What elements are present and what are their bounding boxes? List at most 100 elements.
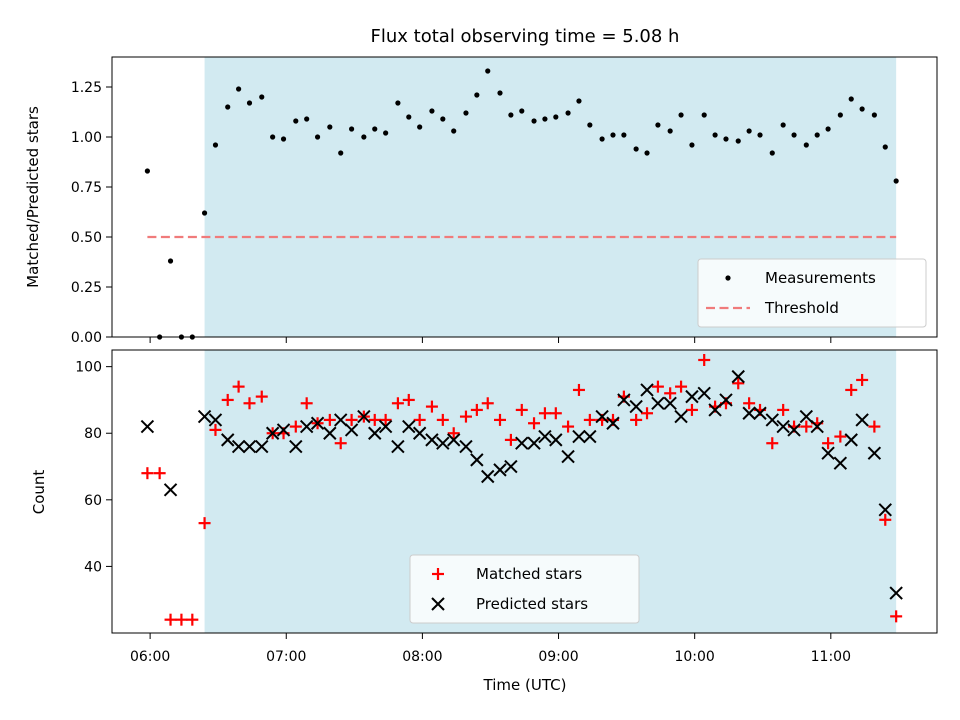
predicted-star-point [459, 439, 473, 454]
matched-star-point [175, 613, 188, 626]
measurement-point [814, 132, 820, 138]
matched-star-point [436, 413, 449, 426]
measurement-point [327, 124, 333, 130]
predicted-star-point [549, 433, 563, 447]
x-stroke-b [640, 383, 654, 397]
x-stroke-b [459, 439, 473, 454]
matched-star-point [153, 467, 166, 480]
measurement-point [689, 142, 695, 148]
measurement-point [644, 150, 650, 156]
matched-star-point [515, 403, 528, 416]
matched-star-point [845, 383, 858, 396]
measurement-point [349, 126, 355, 132]
x-stroke-b [208, 413, 223, 427]
matched-star-point [141, 467, 154, 480]
measurement-point [314, 134, 321, 140]
predicted-star-point [651, 396, 665, 410]
predicted-star-point [765, 413, 779, 427]
bottom-y-tick-label: 40 [84, 559, 102, 575]
matched-star-point [766, 437, 779, 450]
measurement-point [735, 138, 741, 144]
matched-star-point [822, 437, 835, 450]
matched-star-point [879, 513, 892, 526]
measurement-point [757, 132, 763, 138]
measurement-point [395, 100, 401, 106]
x-stroke-b [391, 439, 405, 454]
legend-predicted-label: Predicted stars [476, 595, 588, 613]
bottom-y-tick-label: 100 [75, 360, 102, 376]
x-stroke-b [844, 433, 858, 447]
bottom-y-axis-title: Count [30, 470, 48, 515]
x-stroke-b [515, 436, 529, 450]
x-tick-label: 11:00 [811, 649, 851, 665]
measurement-point [769, 150, 775, 156]
predicted-star-point [742, 406, 756, 420]
x-stroke-b [334, 413, 348, 427]
x-stroke-b [310, 416, 325, 430]
matched-star-point [630, 413, 643, 426]
predicted-star-point [572, 429, 586, 444]
top-y-tick-label: 1.00 [71, 130, 102, 146]
predicted-star-point [583, 429, 597, 444]
measurement-point [338, 150, 344, 156]
x-stroke-b [436, 436, 450, 450]
predicted-star-point [889, 586, 903, 600]
matched-star-point [379, 413, 392, 426]
x-stroke-b [504, 459, 518, 474]
predicted-star-point [617, 393, 631, 407]
x-stroke-b [140, 419, 155, 434]
x-stroke-b [629, 399, 643, 414]
matched-star-point [164, 613, 177, 626]
predicted-star-point [810, 419, 824, 434]
measurement-point [780, 122, 786, 128]
measurement-point [871, 112, 877, 118]
x-stroke-b [299, 419, 314, 434]
x-stroke-b [606, 416, 620, 430]
predicted-star-point [821, 446, 835, 460]
matched-star-point [583, 413, 596, 426]
predicted-star-point [753, 406, 767, 420]
matched-star-point [209, 423, 222, 436]
x-tick-label: 07:00 [266, 649, 306, 665]
predicted-star-point [344, 423, 359, 437]
predicted-star-point [685, 389, 699, 404]
matched-star-point [481, 397, 494, 410]
top-y-tick-label: 0.50 [71, 230, 102, 246]
measurement-point [837, 112, 843, 118]
measurement-point [236, 86, 242, 92]
predicted-star-point [357, 409, 371, 424]
x-stroke-b [255, 439, 269, 454]
x-stroke-b [663, 396, 677, 410]
matched-star-point [470, 403, 483, 416]
x-stroke-b [265, 426, 280, 440]
top-y-tick-label: 0.75 [71, 180, 102, 196]
predicted-star-point [515, 436, 529, 450]
matched-star-point [425, 400, 438, 413]
predicted-star-point [323, 426, 337, 440]
predicted-star-point [697, 386, 711, 400]
predicted-star-point [402, 419, 416, 434]
measurement-point [440, 116, 446, 122]
measurement-point [723, 136, 729, 142]
x-stroke-b [719, 393, 733, 407]
x-stroke-b [402, 419, 416, 434]
legend-measurements-label: Measurements [765, 269, 876, 287]
matched-star-point [232, 380, 245, 393]
legend-measurements-marker [725, 275, 731, 281]
measurements-points [144, 68, 899, 340]
predicted-star-point [878, 503, 892, 517]
predicted-star-point [527, 436, 541, 450]
measurement-point [531, 118, 537, 124]
x-stroke-b [651, 396, 665, 410]
top-y-tick-label: 0.00 [71, 330, 102, 346]
predicted-star-point [242, 439, 257, 454]
predicted-star-point [504, 459, 518, 474]
measurement-point [508, 112, 514, 118]
measurement-point [246, 100, 253, 106]
matched-star-point [198, 517, 211, 530]
predicted-star-point [221, 433, 235, 447]
matched-star-point [538, 407, 551, 420]
measurement-point [678, 112, 684, 118]
legend-predicted-marker [431, 597, 445, 611]
